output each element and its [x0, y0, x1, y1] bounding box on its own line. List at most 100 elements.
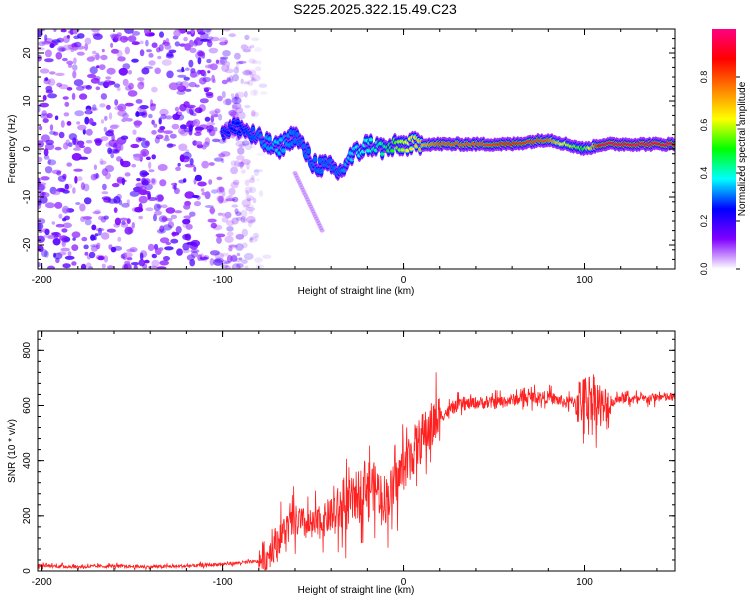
- noise-blob: [235, 211, 242, 216]
- noise-blob: [145, 156, 151, 161]
- noise-blob: [47, 93, 58, 99]
- noise-blob: [123, 252, 133, 258]
- noise-blob: [183, 203, 191, 210]
- noise-blob: [186, 104, 196, 109]
- noise-blob: [216, 236, 222, 244]
- noise-blob: [44, 228, 50, 236]
- ridge-blob: [278, 138, 284, 142]
- noise-blob: [100, 93, 108, 100]
- noise-blob: [175, 226, 182, 234]
- noise-blob: [114, 217, 121, 226]
- noise-blob: [73, 79, 84, 87]
- spectrogram-y-tick-label: -20: [22, 237, 33, 252]
- noise-blob: [168, 82, 179, 91]
- noise-blob: [244, 179, 250, 186]
- noise-blob: [122, 63, 131, 70]
- ridge-blob: [366, 149, 371, 153]
- noise-blob: [178, 179, 186, 184]
- noise-blob: [221, 158, 225, 164]
- noise-blob: [221, 91, 226, 99]
- noise-blob: [151, 253, 157, 259]
- noise-blob: [61, 239, 65, 246]
- noise-blob: [253, 169, 260, 177]
- snr-panel: -200 -100 0 100 0 200 400 600 800 Height of str…: [7, 330, 676, 596]
- noise-blob: [132, 129, 137, 135]
- noise-blob: [76, 121, 81, 125]
- noise-blob: [177, 127, 186, 135]
- noise-blob: [247, 46, 252, 50]
- noise-blob: [87, 73, 96, 79]
- noise-blob: [204, 116, 211, 122]
- noise-blob: [79, 93, 88, 100]
- noise-blob: [254, 47, 262, 53]
- noise-blob: [221, 212, 226, 217]
- noise-blob: [72, 64, 78, 71]
- noise-blob: [176, 69, 186, 73]
- noise-blob: [197, 57, 202, 65]
- noise-blob: [162, 224, 172, 231]
- noise-blob: [83, 244, 89, 250]
- noise-blob: [240, 78, 244, 84]
- noise-blob: [224, 211, 232, 219]
- noise-blob: [116, 86, 121, 92]
- noise-blob: [251, 111, 259, 117]
- noise-blob: [177, 83, 184, 91]
- noise-blob: [233, 66, 239, 74]
- noise-blob: [38, 222, 44, 230]
- noise-blob: [83, 183, 90, 192]
- snr-x-tick-label: 100: [576, 577, 593, 588]
- noise-blob: [235, 243, 244, 251]
- noise-blob: [221, 64, 230, 72]
- noise-blob: [156, 204, 162, 209]
- noise-blob: [44, 49, 52, 58]
- noise-blob: [204, 137, 211, 146]
- noise-blob: [62, 263, 71, 269]
- noise-blob: [212, 138, 220, 143]
- noise-blob: [126, 199, 130, 205]
- noise-blob: [138, 203, 143, 211]
- noise-blob: [228, 187, 236, 196]
- noise-blob: [236, 263, 244, 269]
- noise-blob: [183, 215, 192, 219]
- noise-blob: [157, 194, 164, 202]
- noise-blob: [175, 166, 181, 171]
- noise-blob: [153, 123, 158, 128]
- noise-blob: [73, 57, 77, 65]
- noise-blob: [135, 99, 143, 104]
- noise-blob: [178, 143, 188, 152]
- noise-blob: [62, 222, 72, 229]
- ridge-blob: [312, 157, 318, 161]
- noise-blob: [128, 82, 134, 90]
- ridge-blob: [368, 138, 373, 142]
- noise-blob: [71, 244, 79, 252]
- noise-blob: [193, 40, 198, 47]
- noise-blob: [76, 51, 85, 56]
- noise-blob: [218, 186, 225, 193]
- noise-blob: [142, 263, 148, 269]
- noise-blob: [97, 215, 105, 221]
- noise-blob: [190, 71, 200, 78]
- noise-blob: [151, 130, 157, 135]
- noise-blob: [234, 93, 239, 101]
- noise-blob: [110, 246, 117, 253]
- noise-blob: [196, 49, 204, 57]
- noise-blob: [155, 134, 164, 140]
- noise-blob: [72, 70, 77, 79]
- noise-blob: [211, 112, 215, 120]
- noise-blob: [252, 232, 260, 239]
- noise-blob: [159, 237, 170, 244]
- noise-blob: [92, 50, 97, 55]
- noise-blob: [62, 142, 69, 150]
- noise-blob: [103, 215, 109, 220]
- noise-blob: [61, 228, 68, 233]
- noise-blob: [236, 61, 244, 65]
- noise-blob: [215, 59, 219, 64]
- noise-blob: [241, 259, 248, 264]
- noise-blob: [131, 31, 141, 36]
- noise-blob: [113, 141, 122, 149]
- noise-blob: [124, 260, 131, 265]
- noise-blob: [125, 118, 133, 122]
- noise-blob: [161, 216, 167, 222]
- noise-blob: [201, 71, 206, 75]
- noise-blob: [83, 197, 92, 205]
